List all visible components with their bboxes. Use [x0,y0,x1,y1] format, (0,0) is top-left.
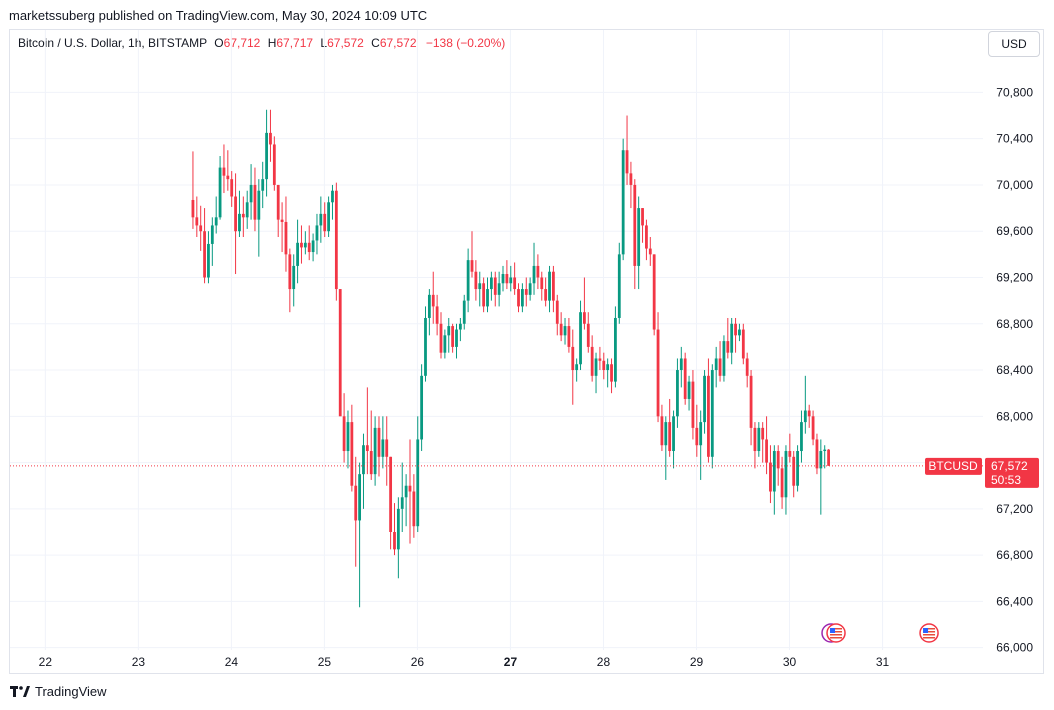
publisher-line: marketssuberg published on TradingView.c… [9,8,428,23]
change-value: −138 (−0.20%) [425,36,506,50]
symbol-description: Bitcoin / U.S. Dollar, 1h, BITSTAMP [18,36,207,50]
brand-name: TradingView [35,684,107,699]
open-value: 67,712 [223,36,261,50]
low-label: L [320,36,328,50]
high-label: H [267,36,277,50]
tradingview-logo-icon [10,685,30,697]
close-value: 67,572 [379,36,417,50]
open-label: O [214,36,224,50]
chart-frame [9,29,1044,674]
low-value: 67,572 [327,36,364,50]
ohlc-legend: Bitcoin / U.S. Dollar, 1h, BITSTAMP O67,… [18,36,505,50]
close-label: C [371,36,380,50]
footer-brand[interactable]: TradingView [10,684,107,699]
high-value: 67,717 [276,36,314,50]
currency-button[interactable]: USD [988,31,1040,57]
